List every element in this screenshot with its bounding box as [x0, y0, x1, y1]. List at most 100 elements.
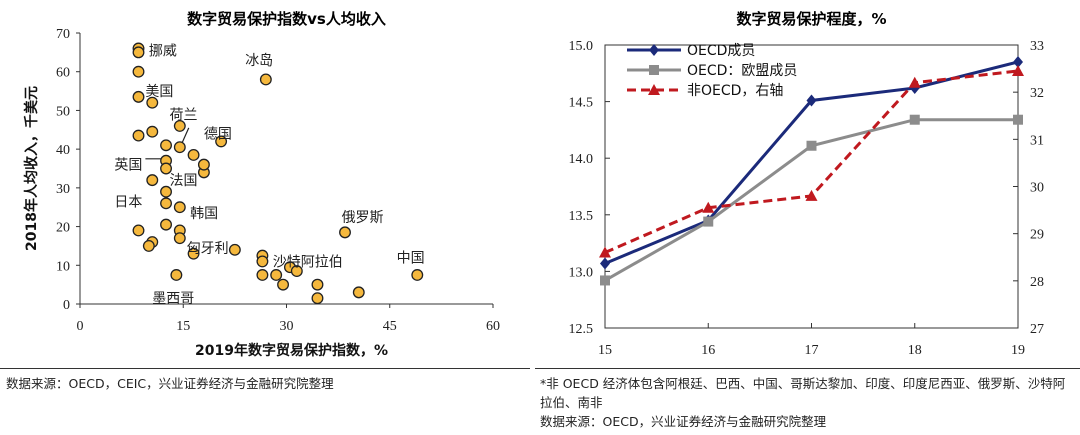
scatter-point — [411, 269, 424, 281]
x-tick-label: 16 — [701, 343, 715, 358]
country-label: 日本 — [114, 194, 142, 210]
left-tick-label: 15.0 — [569, 39, 594, 54]
triangle-marker — [599, 246, 611, 258]
x-tick-label: 15 — [176, 319, 190, 334]
scatter-point — [132, 90, 145, 103]
series-line — [604, 60, 1019, 265]
right-tick-label: 31 — [1030, 133, 1044, 148]
y-tick-label: 50 — [56, 104, 70, 119]
y-tick-label: 30 — [56, 182, 70, 197]
country-label: 沙特阿拉伯 — [273, 254, 343, 270]
diamond-marker — [649, 44, 659, 56]
scatter-point — [132, 224, 145, 237]
scatter-point — [352, 286, 365, 299]
x-tick-label: 60 — [486, 319, 500, 334]
x-tick-label: 45 — [383, 319, 397, 334]
diamond-marker — [1013, 55, 1023, 68]
triangle-marker — [1012, 64, 1024, 76]
square-marker — [649, 65, 659, 75]
scatter-point — [197, 158, 210, 171]
line-chart-panel: 数字贸易保护程度，% 12.5 13.0 13.5 14.0 14.5 15.0 27 28 29… — [535, 0, 1080, 370]
right-tick-label: 29 — [1030, 228, 1044, 243]
country-label: 墨西哥 — [152, 291, 194, 307]
square-marker — [703, 216, 714, 227]
diamond-marker — [600, 257, 610, 270]
scatter-point — [311, 278, 324, 291]
scatter-point — [187, 247, 200, 260]
scatter-point — [259, 73, 272, 86]
right-tick-label: 27 — [1030, 322, 1044, 337]
left-tick-label: 13.5 — [569, 209, 594, 224]
scatter-point — [160, 185, 172, 198]
country-label: 荷兰 — [169, 107, 197, 123]
y-tick-label: 40 — [56, 143, 70, 158]
scatter-point — [290, 265, 303, 278]
left-footer-divider — [0, 368, 530, 369]
x-tick-label: 15 — [598, 343, 612, 358]
scatter-point — [160, 162, 172, 175]
line-plot-frame — [604, 44, 1019, 329]
scatter-point — [146, 96, 159, 109]
scatter-point — [215, 135, 228, 148]
country-label: 法国 — [169, 173, 197, 189]
scatter-point — [160, 218, 172, 231]
y-tick-label: 0 — [63, 298, 70, 313]
left-tick-label: 12.5 — [569, 322, 594, 337]
scatter-title: 数字贸易保护指数vs人均收入 — [187, 10, 386, 28]
scatter-chart-panel: 数字贸易保护指数vs人均收入 0 10 20 30 40 50 60 70 0 15 30 45 60 20… — [0, 0, 530, 370]
scatter-x-axis-label: 2019年数字贸易保护指数，% — [195, 342, 388, 359]
scatter-point — [277, 278, 290, 291]
country-label: 俄罗斯 — [342, 210, 384, 226]
scatter-point — [187, 148, 200, 161]
scatter-point — [132, 46, 145, 59]
y-tick-label: 20 — [56, 221, 70, 236]
scatter-y-axis-label: 2018年人均收入，千美元 — [23, 86, 40, 251]
scatter-point — [228, 243, 241, 256]
leader-line-netherlands — [181, 127, 190, 144]
scatter-point — [142, 239, 155, 252]
right-tick-label: 28 — [1030, 275, 1044, 290]
left-tick-label: 13.0 — [569, 265, 594, 280]
triangle-marker — [805, 189, 818, 201]
scatter-chart: 数字贸易保护指数vs人均收入 0 10 20 30 40 50 60 70 0 15 30 45 60 20… — [23, 10, 500, 359]
diamond-marker — [806, 94, 817, 107]
scatter-point — [146, 125, 159, 138]
square-marker — [600, 275, 610, 286]
source-note-right: *非 OECD 经济体包含阿根廷、巴西、中国、哥斯达黎加、印度、印度尼西亚、俄罗… — [540, 376, 1066, 429]
right-footer-divider — [535, 368, 1080, 369]
source-note-left: 数据来源：OECD，CEIC，兴业证券经济与金融研究院整理 — [6, 376, 334, 391]
right-tick-label: 33 — [1030, 39, 1044, 54]
country-label: 挪威 — [149, 43, 177, 59]
scatter-point — [132, 129, 145, 142]
scatter-point — [132, 65, 145, 78]
scatter-point — [339, 226, 351, 239]
scatter-point — [173, 141, 186, 154]
square-marker — [1013, 114, 1023, 125]
line-chart: 数字贸易保护程度，% 12.5 13.0 13.5 14.0 14.5 15.0 27 28 29… — [569, 10, 1045, 358]
square-marker — [806, 140, 817, 151]
scatter-point — [256, 269, 269, 281]
left-tick-label: 14.5 — [569, 96, 594, 111]
country-label: 英国 — [114, 157, 142, 174]
x-tick-label: 0 — [77, 319, 84, 334]
scatter-point — [256, 255, 269, 268]
scatter-point — [173, 232, 186, 245]
triangle-marker — [908, 76, 921, 88]
country-label: 中国 — [397, 251, 425, 267]
country-label: 匈牙利 — [187, 241, 229, 257]
legend-label: OECD：欧盟成员 — [687, 63, 797, 79]
country-label: 韩国 — [190, 206, 218, 222]
right-tick-label: 30 — [1030, 181, 1044, 196]
scatter-point — [146, 174, 159, 187]
left-tick-label: 14.0 — [569, 152, 594, 167]
y-tick-label: 60 — [56, 66, 70, 81]
legend-label: OECD成员 — [687, 43, 755, 59]
triangle-marker — [702, 201, 715, 213]
y-tick-label: 10 — [56, 259, 70, 274]
x-tick-label: 18 — [908, 343, 922, 358]
scatter-point — [270, 269, 283, 281]
scatter-point — [170, 269, 183, 281]
x-tick-label: 30 — [280, 319, 294, 334]
country-label: 冰岛 — [245, 53, 273, 69]
x-tick-label: 17 — [805, 343, 819, 358]
